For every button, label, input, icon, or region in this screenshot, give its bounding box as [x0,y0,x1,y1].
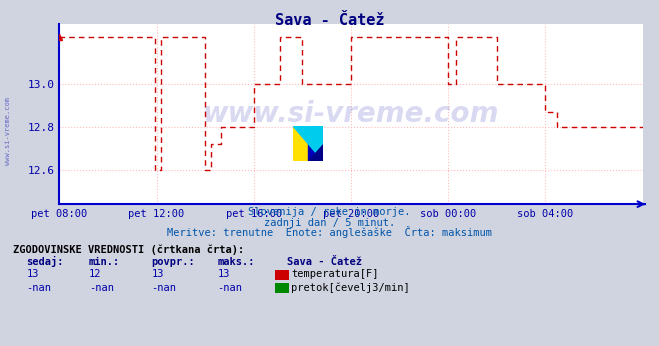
Bar [293,126,308,161]
Text: -nan: -nan [152,283,177,293]
Text: -nan: -nan [26,283,51,293]
Text: Slovenija / reke in morje.: Slovenija / reke in morje. [248,207,411,217]
Text: zadnji dan / 5 minut.: zadnji dan / 5 minut. [264,218,395,228]
Text: 12: 12 [89,270,101,280]
Text: 13: 13 [26,270,39,280]
Text: temperatura[F]: temperatura[F] [291,270,379,280]
Text: 13: 13 [152,270,164,280]
Text: min.:: min.: [89,257,120,267]
Polygon shape [293,126,323,161]
Text: -nan: -nan [89,283,114,293]
Text: ZGODOVINSKE VREDNOSTI (črtkana črta):: ZGODOVINSKE VREDNOSTI (črtkana črta): [13,245,244,255]
Text: maks.:: maks.: [217,257,255,267]
Bar [308,126,323,161]
Text: povpr.:: povpr.: [152,257,195,267]
Text: -nan: -nan [217,283,243,293]
Text: pretok[čevelj3/min]: pretok[čevelj3/min] [291,282,410,293]
Text: 13: 13 [217,270,230,280]
Text: Sava - Čatež: Sava - Čatež [275,13,384,28]
Text: Meritve: trenutne  Enote: anglešaške  Črta: maksimum: Meritve: trenutne Enote: anglešaške Črta… [167,226,492,238]
Text: sedaj:: sedaj: [26,256,64,267]
Text: www.si-vreme.com: www.si-vreme.com [203,100,499,128]
Text: www.si-vreme.com: www.si-vreme.com [5,98,11,165]
Polygon shape [308,144,323,161]
Text: Sava - Čatež: Sava - Čatež [287,257,362,267]
